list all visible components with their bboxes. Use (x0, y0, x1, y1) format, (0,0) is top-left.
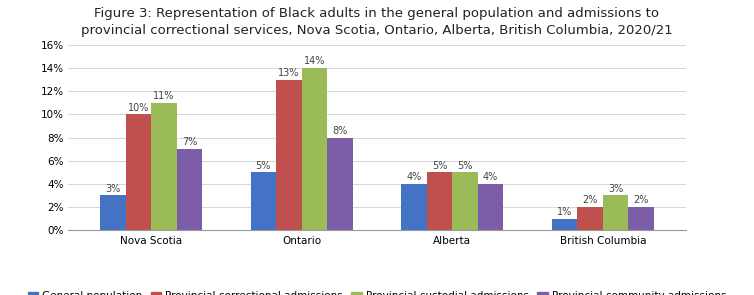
Bar (578, 207, 603, 230)
Bar (327, 137, 353, 230)
Bar (478, 184, 504, 230)
Bar (401, 184, 427, 230)
Text: 10%: 10% (127, 103, 149, 113)
Text: 14%: 14% (304, 56, 325, 66)
Bar (176, 149, 202, 230)
Text: 3%: 3% (608, 184, 624, 194)
Bar (126, 114, 151, 230)
Text: 5%: 5% (432, 160, 447, 171)
Bar (603, 195, 628, 230)
Text: 4%: 4% (406, 172, 421, 182)
Text: 5%: 5% (256, 160, 271, 171)
Text: 13%: 13% (278, 68, 299, 78)
Bar (151, 103, 176, 230)
Text: 5%: 5% (458, 160, 473, 171)
Bar (628, 207, 654, 230)
Text: 11%: 11% (153, 91, 175, 101)
Bar (276, 80, 302, 230)
Text: 1%: 1% (556, 207, 572, 217)
Bar (452, 172, 478, 230)
Legend: General population, Provincial correctional admissions, Provincial custodial adm: General population, Provincial correctio… (23, 287, 731, 295)
Text: 3%: 3% (105, 184, 121, 194)
Text: 4%: 4% (483, 172, 498, 182)
Bar (250, 172, 276, 230)
Bar (100, 195, 126, 230)
Text: 8%: 8% (333, 126, 348, 136)
Text: 2%: 2% (582, 195, 598, 205)
Text: 2%: 2% (633, 195, 649, 205)
Title: Figure 3: Representation of Black adults in the general population and admission: Figure 3: Representation of Black adults… (81, 7, 673, 37)
Bar (302, 68, 327, 230)
Bar (552, 219, 578, 230)
Bar (427, 172, 452, 230)
Text: 7%: 7% (182, 137, 198, 148)
